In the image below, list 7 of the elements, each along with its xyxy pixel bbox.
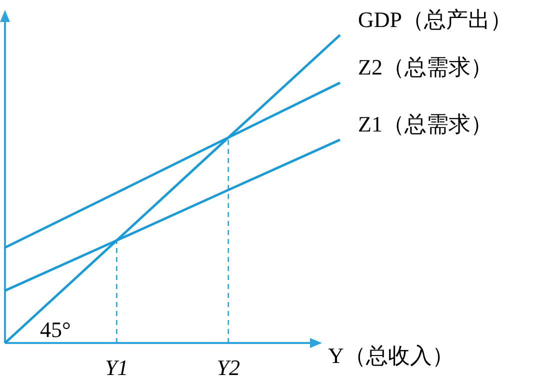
x-tick-label: Y1 bbox=[105, 355, 128, 380]
series-label: GDP（总产出） bbox=[358, 7, 512, 32]
series-label: Z1（总需求） bbox=[358, 112, 492, 137]
annotation: 45° bbox=[40, 317, 71, 342]
series-label: Z2（总需求） bbox=[358, 54, 492, 80]
x-axis-title: Y（总收入） bbox=[328, 343, 454, 368]
x-tick-label: Y2 bbox=[216, 355, 240, 380]
